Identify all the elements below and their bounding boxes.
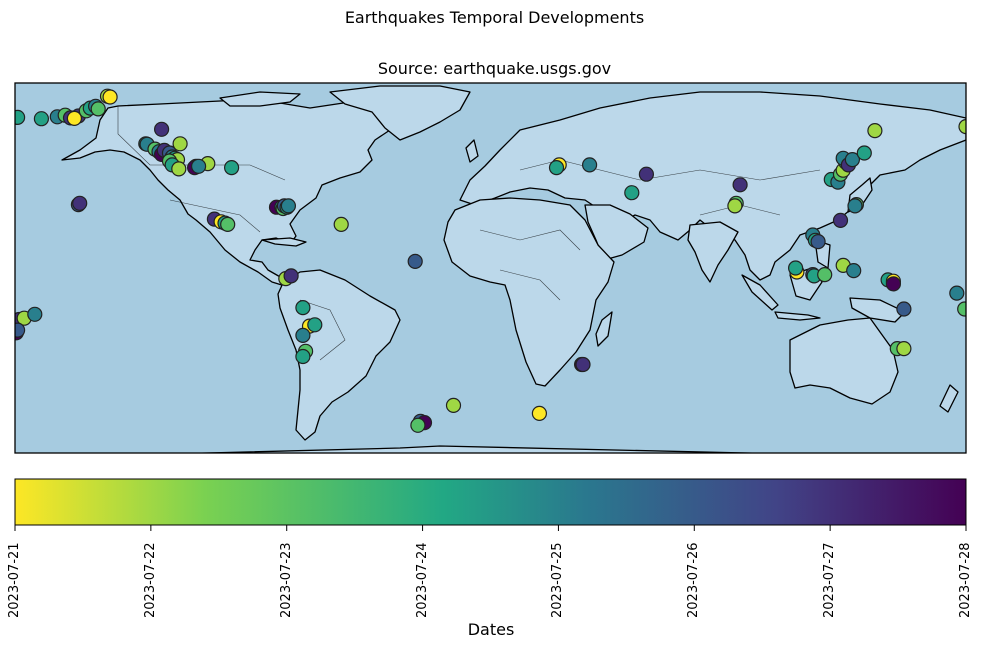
colorbar-tick-label: 2023-07-26 bbox=[686, 542, 702, 618]
earthquake-point bbox=[280, 198, 296, 214]
earthquake-point bbox=[810, 234, 826, 250]
caribbean-islands bbox=[261, 237, 307, 247]
india bbox=[687, 221, 739, 283]
country-borders bbox=[117, 106, 821, 361]
earthquake-point bbox=[867, 123, 883, 139]
earthquake-point bbox=[407, 253, 423, 269]
earthquake-point bbox=[15, 322, 26, 338]
earthquake-point bbox=[847, 198, 863, 214]
colorbar-ticks bbox=[14, 525, 967, 531]
antarctica bbox=[182, 445, 776, 453]
earthquake-point bbox=[727, 198, 743, 214]
earthquake-point bbox=[445, 397, 462, 413]
earthquake-point bbox=[72, 195, 88, 211]
sumatra bbox=[741, 274, 779, 311]
earthquake-point bbox=[171, 161, 187, 177]
new-guinea bbox=[849, 297, 906, 323]
arctic-islands bbox=[219, 91, 301, 107]
new-zealand bbox=[939, 384, 959, 413]
arabia bbox=[584, 204, 649, 261]
land-masses bbox=[61, 85, 966, 453]
earthquake-point bbox=[15, 109, 26, 125]
earthquake-point bbox=[295, 300, 311, 316]
colorbar-tick-label: 2023-07-24 bbox=[414, 542, 430, 618]
earthquake-point bbox=[333, 216, 349, 232]
earthquake-point bbox=[283, 268, 299, 284]
colorbar-tick-label: 2023-07-22 bbox=[142, 542, 158, 618]
earthquake-point bbox=[33, 111, 50, 127]
earthquake-point bbox=[575, 356, 591, 373]
earthquake-point bbox=[732, 177, 748, 193]
map-title: Source: earthquake.usgs.gov bbox=[377, 59, 612, 78]
earthquake-point bbox=[638, 166, 655, 182]
earthquake-point bbox=[224, 160, 240, 176]
earthquake-point bbox=[832, 212, 849, 228]
colorbar-label: Dates bbox=[467, 620, 515, 639]
earthquake-point bbox=[27, 306, 43, 322]
earthquake-point bbox=[548, 160, 565, 176]
earthquake-point bbox=[220, 216, 236, 232]
earthquake-point bbox=[410, 417, 426, 433]
earthquake-points bbox=[15, 88, 966, 433]
earthquake-point bbox=[295, 348, 311, 365]
colorbar-tick-label: 2023-07-28 bbox=[958, 542, 973, 618]
british-isles bbox=[465, 139, 479, 163]
colorbar-tick-label: 2023-07-27 bbox=[822, 542, 838, 618]
earthquake-point bbox=[817, 267, 833, 283]
australia bbox=[789, 317, 899, 405]
earthquake-point bbox=[958, 119, 966, 135]
earthquake-point bbox=[896, 301, 912, 317]
earthquake-point bbox=[581, 157, 598, 173]
earthquake-point bbox=[172, 136, 188, 152]
earthquake-point bbox=[624, 185, 640, 201]
earthquake-point bbox=[66, 110, 83, 127]
earthquake-point bbox=[154, 121, 170, 137]
earthquake-point bbox=[957, 301, 966, 317]
map-frame bbox=[14, 82, 967, 454]
greenland bbox=[329, 85, 471, 141]
earthquake-point bbox=[896, 341, 912, 357]
earthquake-point bbox=[90, 101, 106, 117]
earthquake-point bbox=[102, 89, 118, 105]
earthquake-point bbox=[856, 145, 872, 161]
java bbox=[774, 311, 821, 321]
colorbar-tick-label: 2023-07-23 bbox=[278, 542, 294, 618]
earthquake-point bbox=[846, 263, 862, 279]
earthquake-point bbox=[295, 327, 311, 343]
colorbar-tick-label: 2023-07-25 bbox=[550, 542, 566, 618]
earthquake-point bbox=[191, 158, 207, 174]
earthquake-point bbox=[844, 152, 861, 168]
africa bbox=[443, 197, 615, 387]
colorbar-tick-label: 2023-07-21 bbox=[7, 542, 22, 618]
earthquake-point bbox=[949, 285, 965, 301]
earthquake-point bbox=[885, 276, 902, 292]
madagascar bbox=[595, 311, 613, 347]
figure-suptitle: Earthquakes Temporal Developments bbox=[344, 8, 645, 27]
earthquake-point bbox=[531, 405, 548, 421]
colorbar bbox=[14, 478, 967, 526]
earthquake-point bbox=[787, 260, 804, 276]
earthquake-point bbox=[307, 317, 323, 333]
